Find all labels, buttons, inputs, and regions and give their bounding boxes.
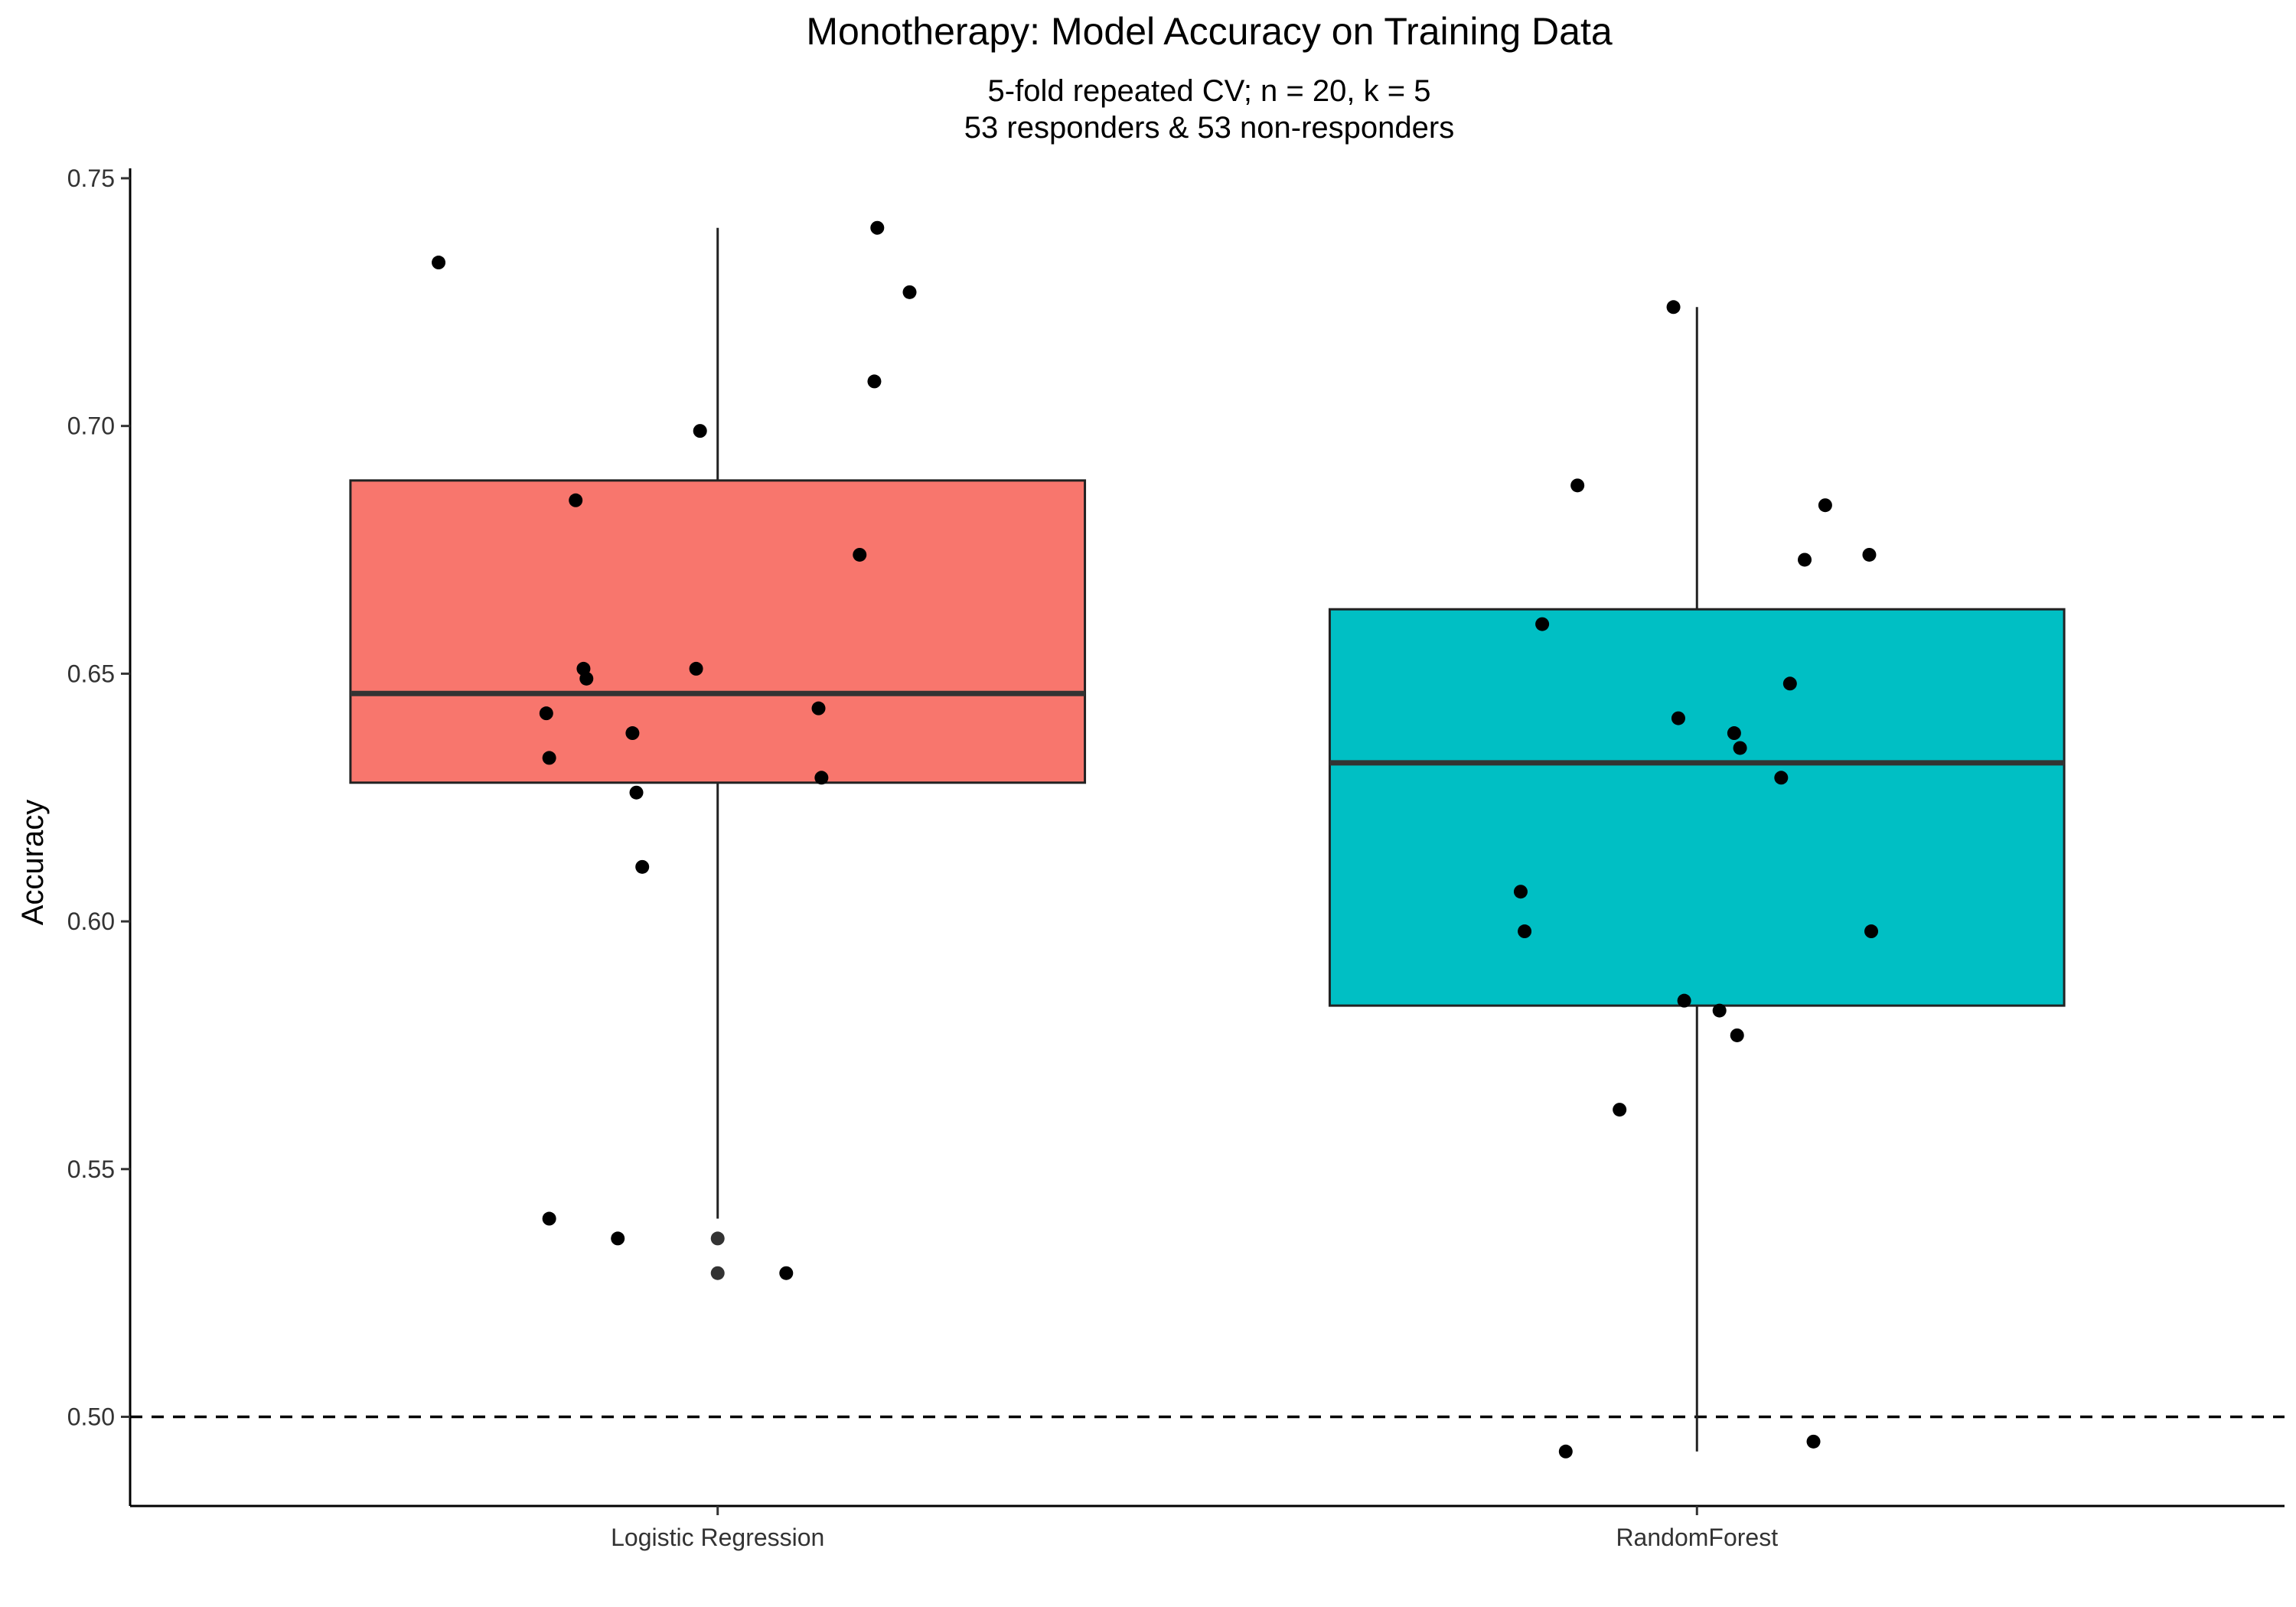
data-point	[814, 771, 829, 785]
data-point	[870, 220, 885, 235]
outlier-point	[710, 1266, 725, 1280]
data-point	[542, 1211, 556, 1226]
data-point	[1518, 924, 1532, 939]
data-point	[1774, 771, 1789, 785]
data-point	[1513, 885, 1528, 899]
data-point	[867, 374, 882, 389]
box-0	[349, 479, 1087, 784]
chart-subtitle-line-2: 53 responders & 53 non-responders	[964, 111, 1454, 145]
x-tick-label: RandomForest	[1616, 1524, 1778, 1551]
data-point	[1712, 1003, 1727, 1018]
data-point	[625, 726, 640, 741]
data-point	[902, 285, 917, 299]
y-tick-label: 0.70	[67, 412, 115, 440]
data-point	[542, 751, 556, 765]
data-point	[853, 547, 867, 562]
data-point	[1570, 478, 1585, 493]
data-point	[1677, 993, 1691, 1008]
data-point	[1733, 741, 1747, 755]
data-point	[432, 256, 446, 270]
chart-subtitle-line-1: 5-fold repeated CV; n = 20, k = 5	[988, 74, 1431, 108]
box-1	[1328, 608, 2066, 1007]
data-point	[1535, 617, 1550, 631]
y-tick-label: 0.60	[67, 908, 115, 935]
data-point	[569, 493, 583, 507]
data-point	[1782, 676, 1797, 691]
data-point	[611, 1231, 625, 1246]
data-point	[1806, 1434, 1821, 1449]
data-point	[689, 661, 703, 676]
x-tick-label: Logistic Regression	[611, 1524, 824, 1551]
data-point	[1558, 1444, 1573, 1459]
data-point	[1862, 547, 1877, 562]
y-axis-label: Accuracy	[16, 800, 50, 926]
data-point	[693, 424, 707, 438]
data-point	[1798, 553, 1812, 567]
data-point	[1864, 924, 1879, 939]
chart-title: Monotherapy: Model Accuracy on Training …	[806, 10, 1613, 53]
y-tick-label: 0.55	[67, 1156, 115, 1183]
data-point	[779, 1266, 794, 1280]
y-tick-label: 0.50	[67, 1403, 115, 1430]
y-tick-label: 0.65	[67, 660, 115, 687]
plot-area: 0.50 0.55 0.60 0.65 0.70 0.75 Logistic Regress…	[67, 165, 2285, 1551]
y-tick-label: 0.75	[67, 165, 115, 192]
data-point	[579, 671, 594, 686]
data-point	[1727, 726, 1741, 741]
data-point	[629, 785, 644, 800]
data-point	[811, 701, 826, 715]
outlier-point	[710, 1231, 725, 1246]
data-point	[539, 706, 553, 721]
data-point	[1666, 300, 1681, 315]
data-point	[1818, 498, 1832, 513]
data-point	[1730, 1028, 1744, 1042]
data-point	[1613, 1103, 1627, 1117]
data-point	[635, 859, 650, 874]
data-point	[1671, 711, 1685, 725]
